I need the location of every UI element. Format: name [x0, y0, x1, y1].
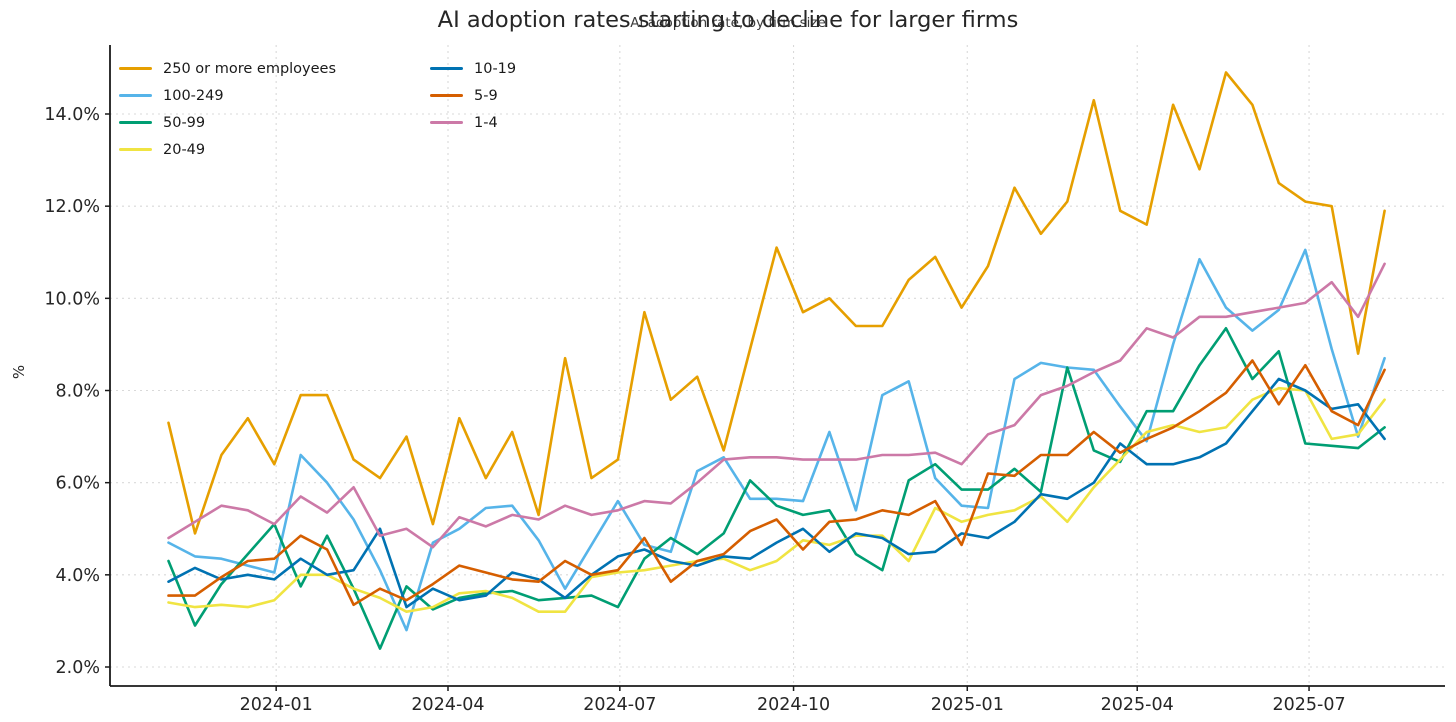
legend-label: 100-249: [163, 87, 224, 104]
y-tick-label: 14.0%: [44, 105, 100, 125]
x-tick-label: 2025-07: [1272, 695, 1345, 715]
legend-item-50-99: 50-99: [119, 109, 378, 136]
y-tick-label: 4.0%: [56, 566, 100, 586]
legend-column-1: 250 or more employees 100-249 50-99 20-49: [119, 55, 378, 163]
legend-swatch-icon: [430, 120, 463, 125]
legend-label: 5-9: [474, 87, 498, 104]
y-axis-label: %: [10, 365, 28, 379]
y-tick-label: 2.0%: [56, 658, 100, 678]
legend-swatch-icon: [430, 93, 463, 98]
legend-swatch-icon: [119, 66, 152, 71]
legend-item-5-9: 5-9: [430, 82, 516, 109]
legend-label: 20-49: [163, 141, 206, 158]
legend-label: 250 or more employees: [163, 60, 337, 77]
x-tick-label: 2024-04: [411, 695, 484, 715]
x-tick-label: 2025-01: [931, 695, 1004, 715]
chart-title: AI adoption rates starting to decline fo…: [437, 7, 1019, 33]
series-line-5-9: [167, 359, 1386, 607]
x-tick-label: 2024-10: [757, 695, 830, 715]
legend-item-100-249: 100-249: [119, 82, 378, 109]
legend-swatch-icon: [119, 147, 152, 152]
legend: 250 or more employees 100-249 50-99 20-49 1…: [119, 55, 516, 163]
series-line-100-249: [167, 248, 1386, 632]
legend-label: 50-99: [163, 114, 206, 131]
legend-item-250-or-more-employees: 250 or more employees: [119, 55, 378, 82]
x-tick-label: 2024-01: [240, 695, 313, 715]
x-tick-label: 2025-04: [1101, 695, 1174, 715]
series-line-1-4: [167, 262, 1386, 549]
legend-swatch-icon: [119, 120, 152, 125]
series-line-10-19: [167, 377, 1386, 609]
legend-item-10-19: 10-19: [430, 55, 516, 82]
series-line-50-99: [167, 326, 1386, 650]
legend-item-1-4: 1-4: [430, 109, 516, 136]
legend-item-20-49: 20-49: [119, 136, 378, 163]
chart-subtitle: AI adoption rate, by firm size: [630, 15, 826, 31]
series-line-250-or-more-employees: [167, 71, 1386, 535]
legend-swatch-icon: [119, 93, 152, 98]
x-tick-label: 2024-07: [583, 695, 656, 715]
legend-column-2: 10-19 5-9 1-4: [430, 55, 516, 163]
y-tick-label: 10.0%: [44, 289, 100, 309]
y-tick-label: 6.0%: [56, 474, 100, 494]
legend-swatch-icon: [430, 66, 463, 71]
y-tick-label: 12.0%: [44, 197, 100, 217]
legend-label: 10-19: [474, 60, 517, 77]
legend-label: 1-4: [474, 114, 498, 131]
y-tick-label: 8.0%: [56, 382, 100, 402]
